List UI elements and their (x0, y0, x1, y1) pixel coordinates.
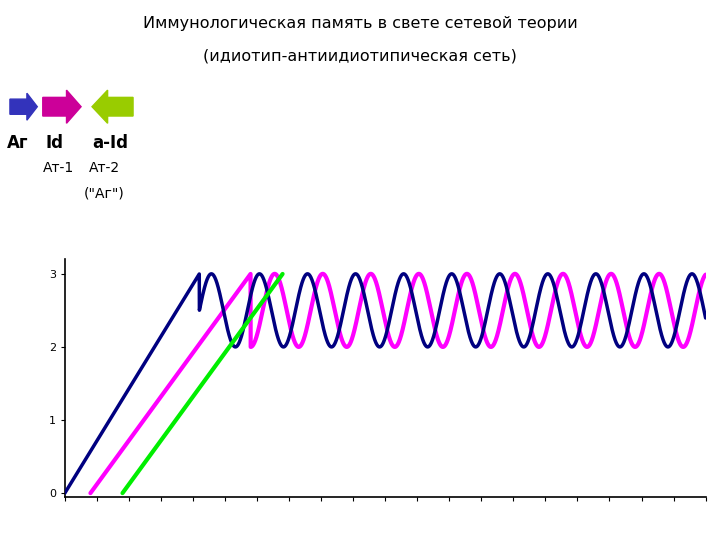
Polygon shape (92, 90, 133, 123)
Polygon shape (42, 90, 81, 123)
Text: (идиотип-антиидиотипическая сеть): (идиотип-антиидиотипическая сеть) (203, 49, 517, 64)
Text: Id: Id (45, 134, 63, 152)
Text: Аг: Аг (7, 134, 29, 152)
Text: Ат-2: Ат-2 (89, 160, 120, 174)
Text: ("Аг"): ("Аг") (84, 186, 125, 200)
Text: Ат-1: Ат-1 (42, 160, 74, 174)
Text: a-Id: a-Id (92, 134, 128, 152)
Polygon shape (10, 93, 37, 120)
Text: Иммунологическая память в свете сетевой теории: Иммунологическая память в свете сетевой … (143, 16, 577, 31)
